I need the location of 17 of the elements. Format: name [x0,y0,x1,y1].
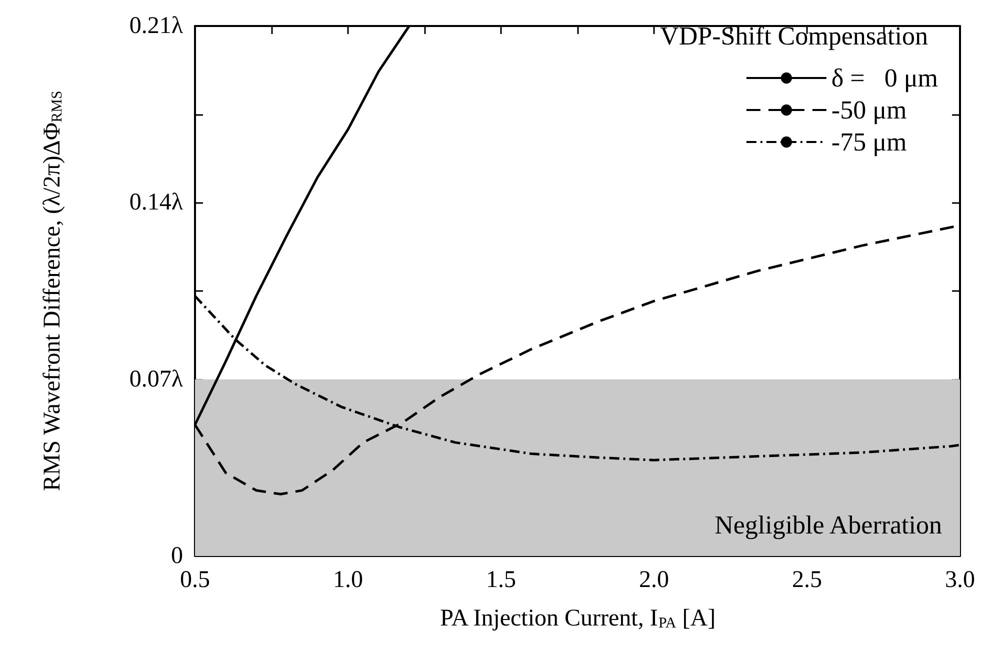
x-axis-title: PA Injection Current, IPA [A] [440,606,716,632]
y-tick-label: 0.21λ [129,13,184,39]
x-tick-label: 1.0 [333,567,363,593]
legend-label: -50 μm [831,96,907,124]
band-label: Negligible Aberration [714,510,942,540]
legend-label: δ = 0 μm [831,64,938,92]
x-tick-label: 0.5 [180,567,210,593]
y-tick-label: 0 [171,543,183,569]
x-tick-label: 2.0 [639,567,669,593]
legend-label: -75 μm [831,128,907,156]
x-tick-label: 1.5 [486,567,516,593]
y-axis-title: RMS Wavefront Difference, (λ/2π)ΔΦRMS [40,90,66,492]
legend-title: VDP-Shift Compensation [660,22,928,50]
y-tick-label: 0.14λ [129,190,184,216]
y-tick-label: 0.07λ [129,366,184,392]
x-tick-label: 2.5 [792,567,822,593]
x-tick-label: 3.0 [945,567,975,593]
